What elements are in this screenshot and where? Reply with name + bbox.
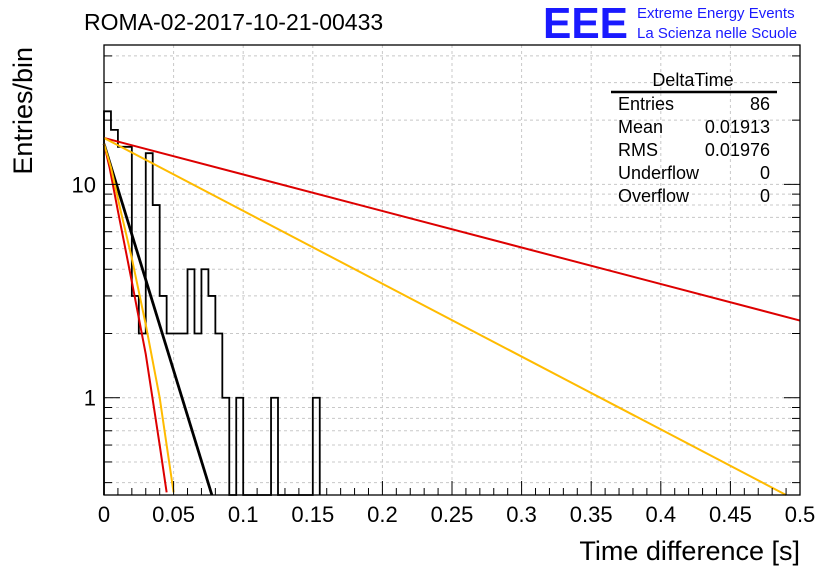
logo-line-2: La Scienza nelle Scuole bbox=[637, 25, 797, 42]
histogram-outline bbox=[103, 110, 321, 496]
fit-curve-red bbox=[103, 136, 801, 322]
stats-label: Entries bbox=[618, 94, 674, 114]
x-tick-label: 0.3 bbox=[506, 502, 537, 527]
fit-curve-red bbox=[103, 143, 168, 493]
stats-label: RMS bbox=[618, 140, 658, 160]
axis-ticks: 0 0.05 0.1 0.15 0.2 0.25 0.3 0.35 0.4 0.45 0.5 1 10 bbox=[72, 55, 816, 527]
x-axis-label: Time difference [s] bbox=[579, 536, 800, 566]
stats-label: Mean bbox=[618, 117, 663, 137]
fit-curve-yellow bbox=[103, 137, 787, 496]
x-tick-label: 0.15 bbox=[291, 502, 334, 527]
stats-value: 0 bbox=[760, 163, 770, 183]
x-tick-label: 0.05 bbox=[152, 502, 195, 527]
y-tick-label: 1 bbox=[84, 386, 96, 411]
x-tick-label: 0.1 bbox=[228, 502, 259, 527]
y-tick-label: 10 bbox=[72, 172, 96, 197]
x-tick-label: 0.5 bbox=[785, 502, 816, 527]
x-tick-label: 0.2 bbox=[367, 502, 398, 527]
x-tick-label: 0.45 bbox=[709, 502, 752, 527]
fit-curve-black bbox=[102, 143, 214, 496]
x-tick-label: 0.25 bbox=[431, 502, 474, 527]
histogram bbox=[103, 110, 321, 496]
x-tick-label: 0 bbox=[98, 502, 110, 527]
stats-value: 0.01976 bbox=[705, 140, 770, 160]
stats-box: DeltaTime Entries 86 Mean 0.01913 RMS 0.… bbox=[611, 70, 777, 206]
logo-line-1: Extreme Energy Events bbox=[637, 5, 795, 22]
stats-value: 86 bbox=[750, 94, 770, 114]
stats-value: 0 bbox=[760, 186, 770, 206]
x-tick-label: 0.35 bbox=[570, 502, 613, 527]
stats-value: 0.01913 bbox=[705, 117, 770, 137]
fit-curve-yellow bbox=[103, 143, 175, 493]
stats-label: Overflow bbox=[618, 186, 690, 206]
stats-title: DeltaTime bbox=[652, 70, 733, 90]
eee-logo: EEE bbox=[543, 0, 628, 48]
stats-label: Underflow bbox=[618, 163, 700, 183]
y-axis-label: Entries/bin bbox=[8, 47, 38, 175]
run-title: ROMA-02-2017-10-21-00433 bbox=[84, 9, 383, 35]
x-tick-label: 0.4 bbox=[646, 502, 677, 527]
fit-curves bbox=[102, 136, 801, 496]
